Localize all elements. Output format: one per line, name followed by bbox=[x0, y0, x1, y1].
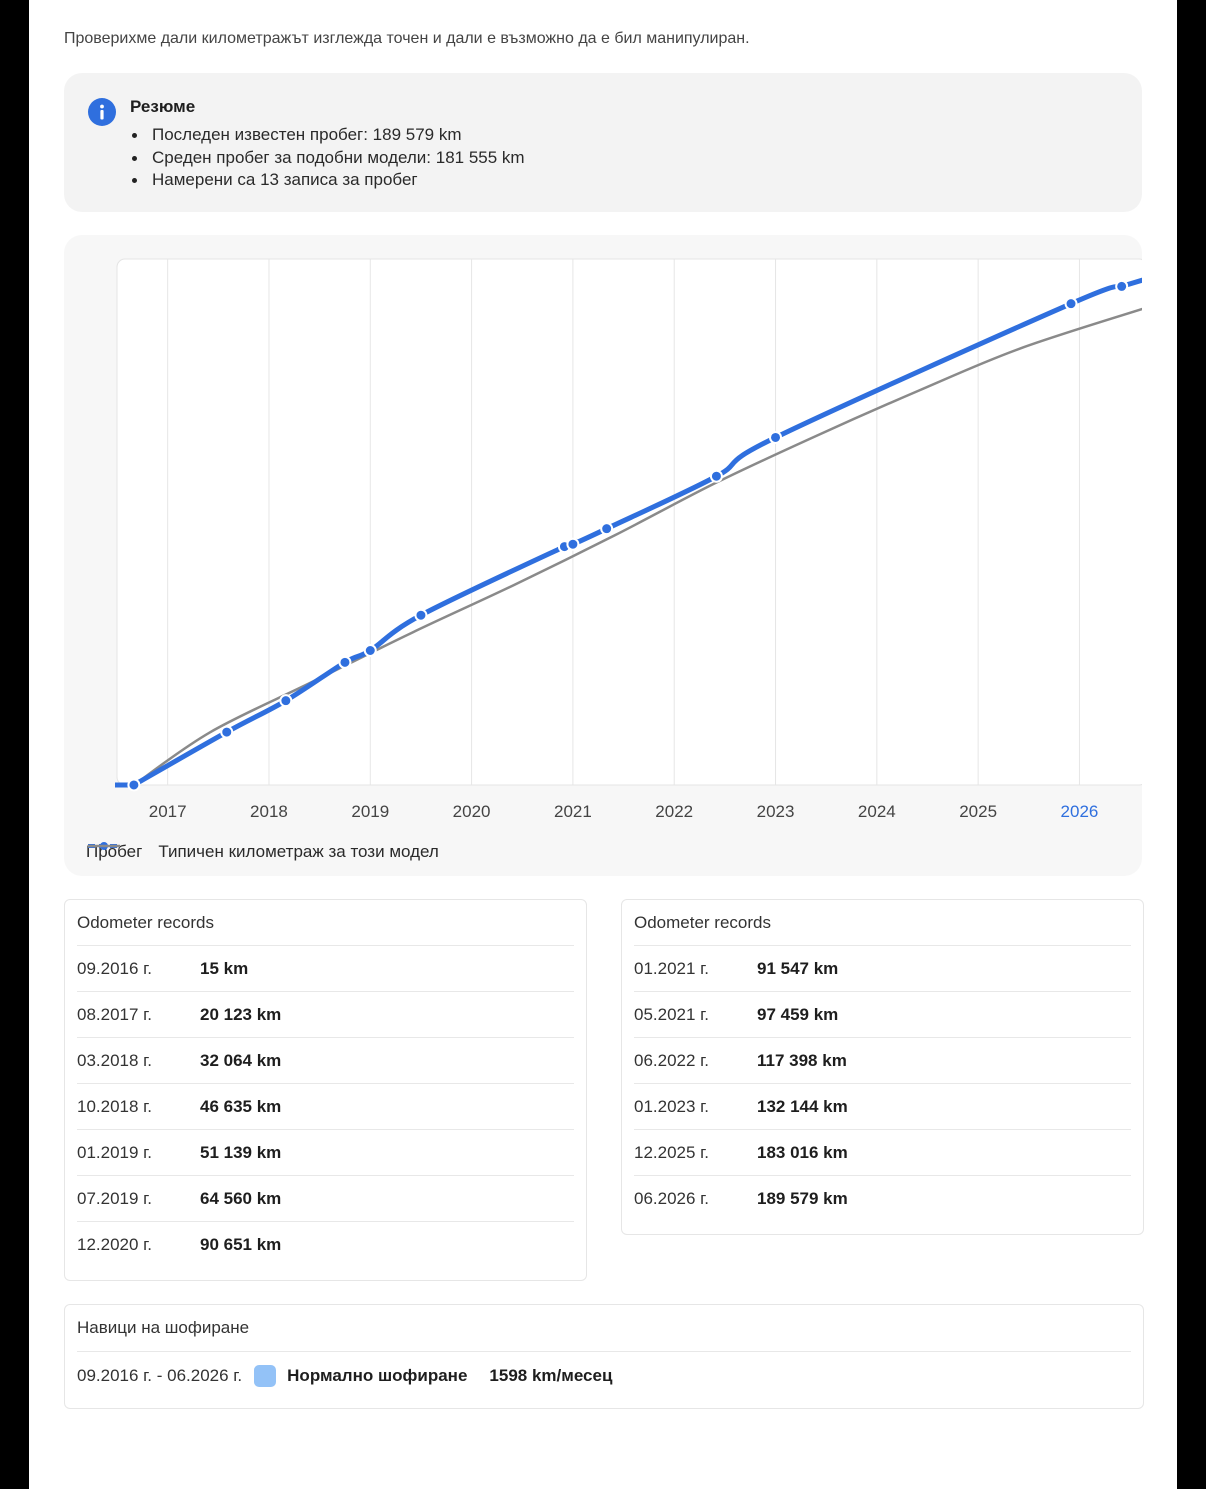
record-km: 32 064 km bbox=[200, 1051, 282, 1070]
page: Проверихме дали километражът изглежда то… bbox=[29, 0, 1177, 1489]
record-km: 91 547 km bbox=[757, 959, 839, 978]
table-row: 10.2018 г. 46 635 km bbox=[77, 1083, 574, 1130]
x-tick-label: 2020 bbox=[453, 802, 491, 821]
table-row: 01.2023 г. 132 144 km bbox=[634, 1083, 1131, 1130]
habit-rate: 1598 km/месец bbox=[489, 1366, 613, 1385]
habits-row: 09.2016 г. - 06.2026 г. Нормално шофиран… bbox=[77, 1351, 1131, 1400]
mileage-point bbox=[279, 694, 293, 708]
odometer-records-table-left: Odometer records 09.2016 г. 15 km 08.201… bbox=[64, 899, 587, 1281]
info-icon bbox=[88, 98, 116, 126]
table-title: Odometer records bbox=[77, 913, 214, 932]
mileage-point bbox=[363, 644, 377, 658]
summary-title: Резюме bbox=[130, 97, 196, 116]
table-row: 09.2016 г. 15 km bbox=[77, 945, 574, 992]
record-km: 20 123 km bbox=[200, 1005, 282, 1024]
record-km: 189 579 km bbox=[757, 1189, 848, 1208]
table-row: 01.2019 г. 51 139 km bbox=[77, 1129, 574, 1176]
mileage-point bbox=[600, 522, 614, 536]
mileage-point bbox=[220, 725, 234, 739]
record-km: 183 016 km bbox=[757, 1143, 848, 1162]
mileage-line-tail bbox=[1119, 277, 1142, 289]
habit-color-swatch bbox=[254, 1365, 277, 1387]
summary-item-record-count: Намерени са 13 записа за пробег bbox=[130, 169, 525, 192]
x-tick-label: 2017 bbox=[149, 802, 187, 821]
x-tick-label: 2021 bbox=[554, 802, 592, 821]
table-row: 05.2021 г. 97 459 km bbox=[634, 991, 1131, 1038]
summary-item-last-mileage: Последен известен пробег: 189 579 km bbox=[130, 124, 525, 147]
mileage-chart: 2017 2018 2019 2020 2021 2022 2023 2024 2025 2026 bbox=[115, 258, 1142, 821]
x-tick-label: 2025 bbox=[959, 802, 997, 821]
record-date: 10.2018 г. bbox=[77, 1097, 153, 1116]
record-km: 46 635 km bbox=[200, 1097, 282, 1116]
legend-typical-label: Типичен километраж за този модел bbox=[158, 842, 439, 861]
table-row: 08.2017 г. 20 123 km bbox=[77, 991, 574, 1038]
record-date: 06.2022 г. bbox=[634, 1051, 710, 1070]
driving-habits-card: Навици на шофиране 09.2016 г. - 06.2026 … bbox=[64, 1304, 1144, 1409]
summary-list: Последен известен пробег: 189 579 km Сре… bbox=[130, 124, 525, 192]
record-km: 64 560 km bbox=[200, 1189, 282, 1208]
record-date: 06.2026 г. bbox=[634, 1189, 710, 1208]
record-date: 07.2019 г. bbox=[77, 1189, 153, 1208]
record-km: 117 398 km bbox=[757, 1051, 847, 1070]
habits-title: Навици на шофиране bbox=[77, 1318, 250, 1337]
typical-mileage-line bbox=[133, 307, 1142, 787]
x-tick-label: 2023 bbox=[757, 802, 795, 821]
record-km: 97 459 km bbox=[757, 1005, 839, 1024]
mileage-chart-card: 2017 2018 2019 2020 2021 2022 2023 2024 2025 2026… bbox=[64, 235, 1142, 876]
table-row: 07.2019 г. 64 560 km bbox=[77, 1175, 574, 1222]
record-km: 90 651 km bbox=[200, 1235, 282, 1254]
table-row: 06.2022 г. 117 398 km bbox=[634, 1037, 1131, 1084]
table-row: 01.2021 г. 91 547 km bbox=[634, 945, 1131, 992]
x-tick-label: 2019 bbox=[351, 802, 389, 821]
record-date: 01.2021 г. bbox=[634, 959, 710, 978]
record-date: 08.2017 г. bbox=[77, 1005, 153, 1024]
mileage-point bbox=[709, 469, 723, 483]
record-km: 132 144 km bbox=[757, 1097, 848, 1116]
legend-typical-swatch bbox=[88, 844, 120, 848]
record-date: 05.2021 г. bbox=[634, 1005, 710, 1024]
summary-box: Резюме Последен известен пробег: 189 579… bbox=[64, 73, 1142, 212]
mileage-point bbox=[769, 430, 783, 444]
record-date: 12.2025 г. bbox=[634, 1143, 710, 1162]
odometer-records-table-right: Odometer records 01.2021 г. 91 547 km 05… bbox=[621, 899, 1144, 1235]
intro-text: Проверихме дали километражът изглежда то… bbox=[64, 30, 750, 47]
mileage-point bbox=[1115, 279, 1129, 293]
x-tick-label: 2024 bbox=[858, 802, 896, 821]
x-tick-label: 2026 bbox=[1061, 802, 1099, 821]
record-date: 01.2023 г. bbox=[634, 1097, 710, 1116]
mileage-point bbox=[127, 778, 141, 792]
table-row: 06.2026 г. 189 579 km bbox=[634, 1175, 1131, 1222]
table-row: 03.2018 г. 32 064 km bbox=[77, 1037, 574, 1084]
summary-item-average-mileage: Среден пробег за подобни модели: 181 555… bbox=[130, 147, 525, 170]
habit-period: 09.2016 г. - 06.2026 г. bbox=[77, 1366, 243, 1385]
record-date: 09.2016 г. bbox=[77, 959, 153, 978]
record-date: 03.2018 г. bbox=[77, 1051, 153, 1070]
record-km: 51 139 km bbox=[200, 1143, 282, 1162]
habit-type: Нормално шофиране bbox=[287, 1366, 468, 1385]
mileage-point bbox=[414, 608, 428, 622]
chart-legend: Пробег Типичен километраж за този модел bbox=[86, 841, 455, 863]
mileage-point bbox=[1064, 297, 1078, 311]
mileage-point bbox=[566, 537, 580, 551]
table-row: 12.2020 г. 90 651 km bbox=[77, 1221, 574, 1268]
table-title: Odometer records bbox=[634, 913, 771, 932]
x-tick-label: 2018 bbox=[250, 802, 288, 821]
record-km: 15 km bbox=[200, 959, 249, 978]
x-tick-label: 2022 bbox=[655, 802, 693, 821]
record-date: 12.2020 г. bbox=[77, 1235, 153, 1254]
mileage-point bbox=[338, 655, 352, 669]
record-date: 01.2019 г. bbox=[77, 1143, 153, 1162]
table-row: 12.2025 г. 183 016 km bbox=[634, 1129, 1131, 1176]
